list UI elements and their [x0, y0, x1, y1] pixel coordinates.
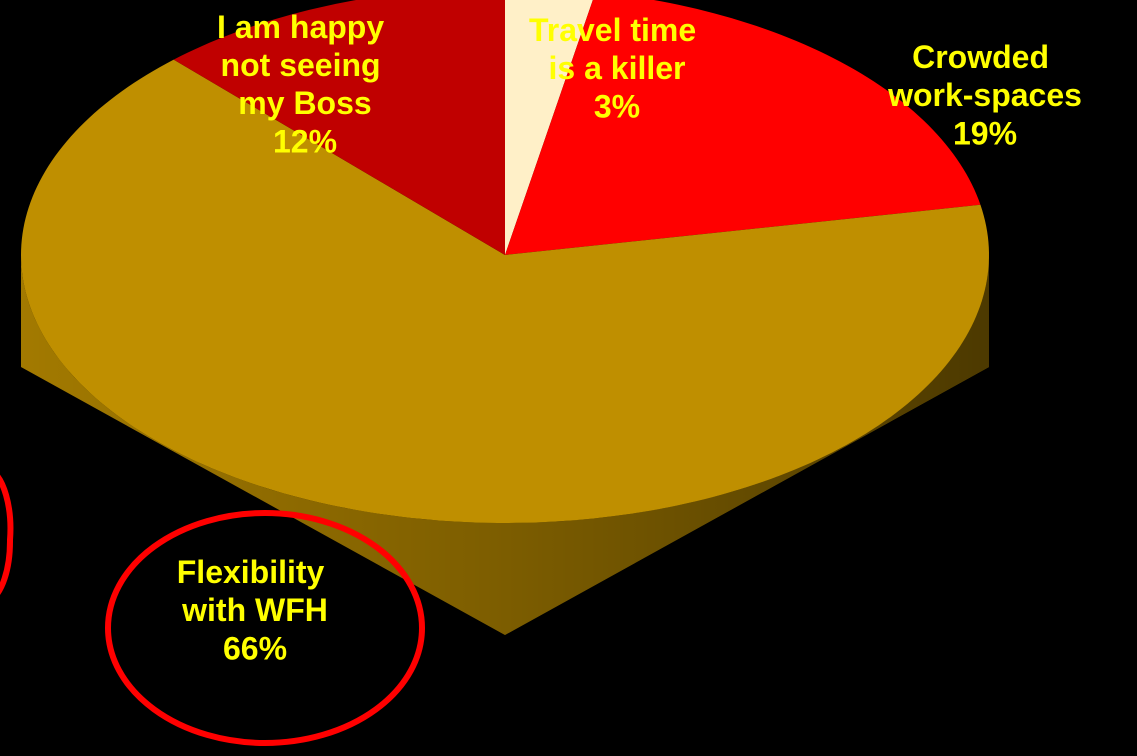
pie-slice	[505, 0, 593, 255]
slice-value-label: 19%	[953, 115, 1017, 151]
slice-value-label: 66%	[223, 630, 287, 666]
slice-label-line: Flexibility	[177, 554, 333, 590]
slice-label-line: my Boss	[238, 85, 371, 121]
slice-label: Travel time is a killer	[529, 12, 705, 86]
pie-slice	[173, 0, 505, 255]
slice-label-line: I am happy	[217, 9, 393, 45]
highlight-circle	[105, 510, 425, 746]
pie-side-shade	[21, 255, 989, 635]
slice-value-label: 3%	[594, 88, 640, 124]
slice-label-line: not seeing	[221, 47, 390, 83]
slice-label: Crowded work-spaces	[887, 39, 1082, 113]
slice-label-line: Travel time	[529, 12, 705, 48]
pie-slice	[21, 59, 989, 523]
slice-value-label: 12%	[273, 123, 337, 159]
pie	[21, 0, 989, 635]
pie-slice	[505, 0, 981, 255]
slice-label: Flexibility with WFH	[177, 554, 333, 628]
highlight-arc	[0, 474, 14, 595]
slice-label-line: is a killer	[549, 50, 686, 86]
slice-label-line: Crowded	[912, 39, 1058, 75]
slice-label: I am happy not seeing my Boss	[217, 9, 393, 121]
slice-label-line: work-spaces	[887, 77, 1082, 113]
slice-label-line: with WFH	[181, 592, 328, 628]
